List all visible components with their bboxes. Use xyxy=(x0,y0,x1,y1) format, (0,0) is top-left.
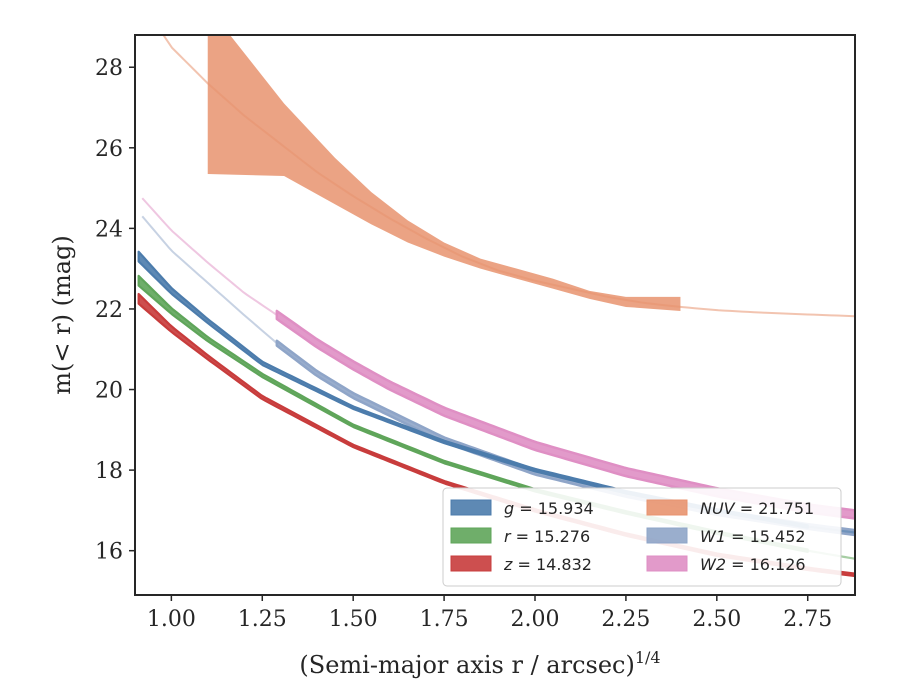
legend-value: = 15.276 xyxy=(511,527,591,546)
legend-swatch xyxy=(450,527,492,544)
x-tick-label: 2.25 xyxy=(601,607,650,632)
legend-item-w1: W1 = 15.452 xyxy=(646,527,806,546)
y-tick-label: 24 xyxy=(95,217,123,242)
legend-item-w2: W2 = 16.126 xyxy=(646,555,806,574)
y-axis-title: m(< r) (mag) xyxy=(48,235,76,394)
legend-value: = 15.934 xyxy=(514,499,594,518)
w2-band xyxy=(275,309,855,520)
w2-extrapolated-line xyxy=(141,197,278,316)
legend-label: g = 15.934 xyxy=(504,499,594,518)
legend-label: z = 14.832 xyxy=(503,555,592,574)
x-axis: 1.00 1.25 1.50 1.75 2.00 2.25 2.50 2.75 xyxy=(147,595,832,632)
legend-label: NUV = 21.751 xyxy=(700,499,814,518)
legend-swatch xyxy=(450,499,492,516)
y-tick-label: 22 xyxy=(95,298,123,323)
legend-swatch xyxy=(450,555,492,572)
x-tick-label: 2.00 xyxy=(511,607,560,632)
legend-value: = 16.126 xyxy=(726,555,806,574)
y-tick-label: 20 xyxy=(95,379,123,404)
legend-symbol: g xyxy=(504,499,514,518)
legend-swatch xyxy=(646,499,688,516)
x-tick-label: 1.50 xyxy=(329,607,378,632)
legend-value: = 15.452 xyxy=(726,527,806,546)
x-tick-label: 2.75 xyxy=(783,607,832,632)
legend-value: = 21.751 xyxy=(735,499,815,518)
x-tick-label: 2.50 xyxy=(692,607,741,632)
legend-symbol: W2 xyxy=(700,555,726,574)
x-tick-label: 1.00 xyxy=(147,607,196,632)
y-tick-label: 16 xyxy=(95,540,123,565)
y-axis: 16 18 20 22 24 26 28 xyxy=(95,56,135,565)
w1-extrapolated-line xyxy=(141,215,278,344)
x-tick-label: 1.75 xyxy=(420,607,469,632)
legend-value: = 14.832 xyxy=(512,555,592,574)
y-tick-label: 26 xyxy=(95,137,123,162)
legend-symbol: W1 xyxy=(700,527,726,546)
legend-symbol: r xyxy=(504,527,512,546)
nuv-uncertainty-band xyxy=(207,35,681,311)
legend-item-nuv: NUV = 21.751 xyxy=(646,499,814,518)
legend-item-r: r = 15.276 xyxy=(450,527,590,546)
y-tick-label: 18 xyxy=(95,459,123,484)
x-tick-label: 1.25 xyxy=(238,607,287,632)
legend-swatch xyxy=(646,555,688,572)
plot-frame xyxy=(134,34,856,596)
legend-frame xyxy=(442,487,842,587)
legend-symbol: NUV xyxy=(700,499,736,518)
z-band xyxy=(137,292,855,578)
legend-item-g: g = 15.934 xyxy=(450,499,594,518)
legend-swatch xyxy=(646,527,688,544)
y-tick-label: 28 xyxy=(95,56,123,81)
legend-label: W2 = 16.126 xyxy=(700,555,806,574)
nuv-series-line xyxy=(162,35,855,318)
x-axis-title: (Semi-major axis r / arcsec)1/4 xyxy=(299,648,660,679)
legend-label: r = 15.276 xyxy=(504,527,590,546)
legend-label: W1 = 15.452 xyxy=(700,527,806,546)
legend-item-z: z = 14.832 xyxy=(450,555,592,574)
legend-symbol: z xyxy=(503,555,513,574)
